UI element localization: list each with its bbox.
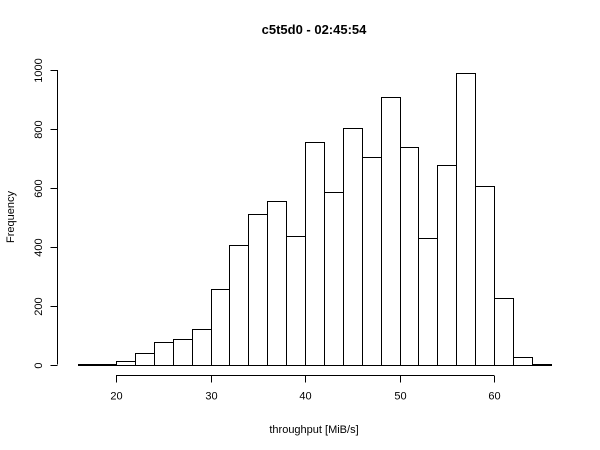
histogram-bar (305, 142, 325, 366)
histogram-bar (381, 97, 401, 366)
x-axis-title: throughput [MiB/s] (269, 424, 358, 436)
y-tick-label: 400 (33, 238, 45, 256)
histogram-bar (116, 361, 136, 366)
y-axis: 0 200 400 600 800 1000 (33, 58, 58, 369)
y-tick-label: 1000 (33, 58, 45, 82)
histogram-bar (286, 236, 306, 366)
histogram-bar (324, 192, 344, 366)
x-tick-label: 30 (205, 391, 217, 403)
histogram-bar (154, 342, 174, 366)
y-tick-label: 0 (33, 362, 45, 368)
histogram-bar (532, 364, 552, 366)
histogram-bar (229, 245, 249, 366)
x-tick-label: 20 (110, 391, 122, 403)
histogram-bar (343, 128, 363, 366)
histogram-bar (418, 238, 438, 366)
histogram-bar (267, 201, 287, 366)
histogram-bar (211, 289, 230, 366)
histogram-bar (192, 329, 212, 366)
histogram-bar (513, 357, 533, 366)
histogram-bar (456, 73, 476, 366)
y-tick-label: 600 (33, 179, 45, 197)
chart-title: c5t5d0 - 02:45:54 (262, 22, 368, 37)
y-tick-label: 200 (33, 297, 45, 315)
y-axis-title: Frequency (5, 191, 17, 243)
bars-group (78, 73, 552, 366)
x-axis: 20 30 40 50 60 (110, 375, 501, 403)
histogram-bar (475, 186, 495, 366)
histogram-bar (97, 364, 117, 366)
histogram-bar (135, 353, 155, 366)
histogram-bar (78, 364, 98, 366)
histogram-bar (248, 214, 268, 366)
histogram-bar (400, 147, 419, 366)
histogram-bar (362, 157, 382, 366)
x-tick-label: 60 (488, 391, 500, 403)
histogram-bar (173, 339, 193, 366)
x-tick-label: 50 (394, 391, 406, 403)
histogram-bar (494, 298, 514, 366)
y-tick-label: 800 (33, 120, 45, 138)
histogram-bar (437, 165, 457, 366)
x-tick-label: 40 (299, 391, 311, 403)
